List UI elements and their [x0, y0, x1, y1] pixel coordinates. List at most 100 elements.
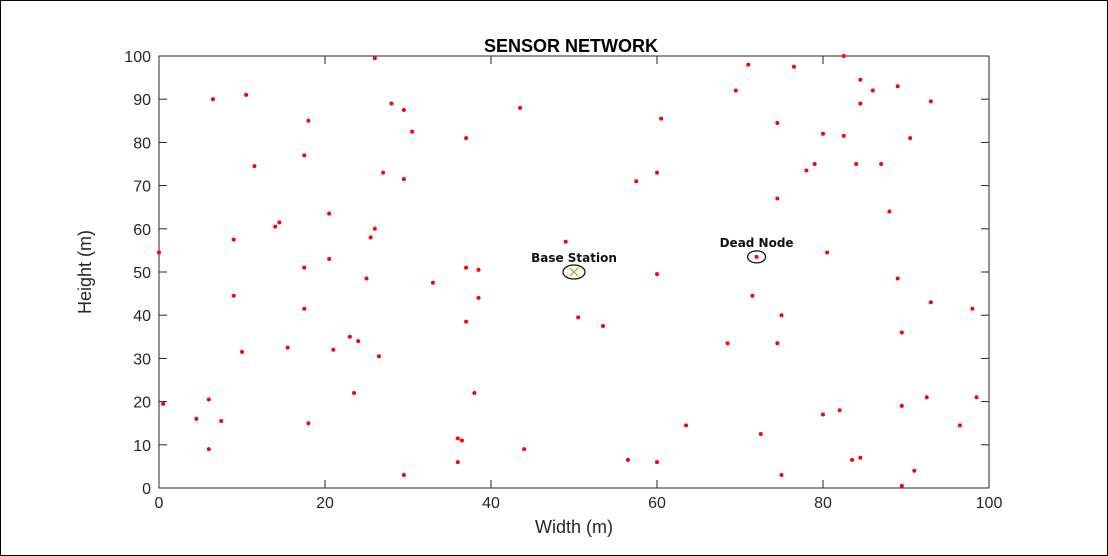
sensor-node-point	[464, 319, 469, 324]
sensor-node-point	[912, 468, 917, 473]
y-axis-title: Height (m)	[75, 230, 95, 314]
sensor-node-point	[928, 300, 933, 305]
sensor-node-point	[837, 408, 842, 413]
sensor-node-point	[194, 416, 199, 421]
sensor-node-point	[389, 101, 394, 106]
sensor-node-point	[381, 170, 386, 175]
sensor-node-point	[899, 483, 904, 488]
x-tick-label: 0	[155, 495, 164, 512]
sensor-node-point	[252, 164, 257, 169]
sensor-node-point	[870, 88, 875, 93]
sensor-node-point	[285, 345, 290, 350]
sensor-node-point	[974, 395, 979, 400]
annotations: Base Station Dead Node	[531, 236, 794, 280]
sensor-node-point	[401, 108, 406, 112]
sensor-node-point	[733, 88, 738, 93]
x-tick-label: 100	[976, 495, 1003, 512]
sensor-node-point	[957, 423, 962, 428]
sensor-node-point	[899, 403, 904, 408]
sensor-node-point	[401, 473, 406, 478]
annotation-circle	[562, 264, 586, 280]
sensor-node-point	[306, 421, 311, 426]
sensor-node-point	[302, 265, 307, 270]
sensor-node-point	[455, 460, 460, 465]
y-tick-label: 20	[133, 395, 151, 412]
sensor-node-point	[210, 97, 215, 102]
sensor-node-point	[455, 436, 460, 441]
sensor-node-point	[472, 390, 477, 395]
sensor-node-point	[725, 341, 730, 346]
sensor-node-point	[476, 295, 481, 300]
y-tick-label: 30	[133, 351, 151, 368]
sensor-node-point	[841, 133, 846, 138]
sensor-node-point	[858, 455, 863, 460]
sensor-node-point	[899, 330, 904, 335]
x-axis: 0 20 40 60 80 100	[155, 56, 1003, 512]
sensor-node-point	[908, 136, 913, 141]
data-points	[157, 54, 979, 488]
chart-title: SENSOR NETWORK	[484, 36, 658, 56]
sensor-node-point	[459, 438, 464, 443]
annotation-label: Base Station	[531, 251, 617, 265]
sensor-node-point	[518, 105, 523, 110]
sensor-node-point	[779, 473, 784, 478]
sensor-node-point	[684, 423, 689, 428]
sensor-node-point	[219, 419, 224, 424]
sensor-node-point	[522, 447, 527, 452]
sensor-node-point	[821, 412, 825, 417]
sensor-node-point	[887, 209, 892, 214]
sensor-node-point	[779, 313, 784, 318]
sensor-node-point	[277, 220, 282, 225]
sensor-node-point	[655, 460, 659, 465]
y-tick-label: 40	[133, 308, 151, 325]
sensor-node-point	[858, 77, 863, 82]
sensor-node-point	[464, 136, 469, 141]
annotation-label: Dead Node	[720, 236, 794, 250]
y-axis: 0 10 20 30 40 50 60 70 80 90 100	[124, 49, 989, 498]
sensor-node-point	[655, 272, 659, 277]
sensor-node-point	[302, 306, 307, 311]
sensor-node-point	[655, 170, 659, 175]
sensor-node-point	[206, 397, 211, 402]
sensor-node-point	[858, 101, 863, 106]
sensor-node-point	[476, 267, 481, 272]
sensor-node-point	[750, 293, 755, 298]
sensor-node-point	[372, 226, 377, 231]
sensor-node-point	[231, 237, 236, 242]
sensor-node-point	[401, 177, 406, 182]
x-tick-label: 60	[648, 495, 666, 512]
sensor-node-point	[273, 224, 278, 229]
sensor-node-point	[410, 129, 415, 134]
sensor-node-point	[970, 306, 975, 311]
sensor-node-point	[430, 280, 435, 285]
sensor-node-point	[634, 179, 639, 184]
sensor-node-point	[306, 118, 311, 123]
annotation-circle	[746, 250, 767, 264]
sensor-node-point	[240, 349, 244, 354]
dead-node-marker	[754, 254, 759, 259]
x-tick-label: 20	[316, 495, 334, 512]
sensor-node-point	[821, 131, 825, 136]
sensor-node-point	[850, 457, 855, 462]
y-tick-label: 50	[133, 265, 151, 282]
sensor-node-point	[372, 56, 377, 61]
sensor-node-point	[327, 257, 332, 262]
sensor-node-point	[563, 239, 568, 244]
sensor-node-point	[601, 324, 606, 328]
sensor-node-point	[825, 250, 830, 255]
sensor-node-point	[464, 265, 469, 270]
sensor-node-point	[841, 54, 846, 58]
sensor-node-point	[157, 250, 161, 255]
sensor-node-point	[895, 84, 900, 89]
sensor-node-point	[791, 64, 796, 69]
sensor-node-point	[758, 432, 763, 436]
sensor-node-point	[746, 62, 751, 67]
sensor-node-point	[879, 162, 884, 166]
y-tick-label: 60	[133, 222, 151, 239]
sensor-node-point	[368, 235, 373, 240]
x-axis-title: Width (m)	[535, 517, 613, 537]
sensor-node-point	[625, 457, 630, 462]
sensor-node-point	[356, 339, 361, 344]
